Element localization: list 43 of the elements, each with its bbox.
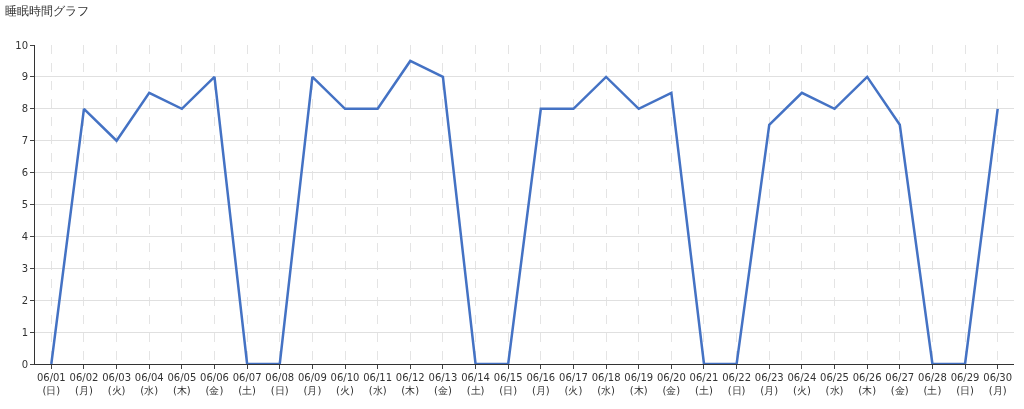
x-tick-label: 06/09 (月) — [297, 372, 327, 396]
x-tick-label: 06/25 (水) — [820, 372, 849, 396]
x-tick-label: 06/05 (木) — [167, 372, 197, 396]
x-tick-label: 06/17 (火) — [559, 372, 588, 396]
x-tick-label: 06/28 (土) — [918, 372, 947, 396]
y-tick-label: 10 — [15, 39, 28, 51]
x-tick-label: 06/20 (金) — [656, 372, 686, 396]
y-tick-label: 0 — [21, 358, 28, 370]
x-tick-label: 06/21 (土) — [689, 372, 719, 396]
x-tick-label: 06/12 (木) — [395, 372, 425, 396]
y-tick-label: 4 — [21, 230, 28, 242]
x-tick-label: 06/02 (月) — [69, 372, 99, 396]
x-tick-label: 06/11 (水) — [363, 372, 393, 396]
x-tick-label: 06/01 (日) — [36, 372, 66, 396]
x-tick-label: 06/06 (金) — [200, 372, 229, 396]
x-tick-label: 06/30 (月) — [983, 372, 1013, 396]
x-tick-label: 06/23 (月) — [754, 372, 784, 396]
x-tick-label: 06/27 (金) — [885, 372, 915, 396]
line-series — [50, 59, 999, 364]
y-tick-label: 6 — [21, 167, 28, 179]
x-tick-label: 06/26 (木) — [852, 372, 882, 396]
y-tick-label: 8 — [21, 103, 28, 115]
x-tick-label: 06/07 (土) — [232, 372, 262, 396]
x-tick-label: 06/10 (火) — [330, 372, 360, 396]
x-tick-label: 06/03 (火) — [102, 372, 131, 396]
chart-title: 睡眠時間グラフ — [5, 3, 90, 18]
x-tick-label: 06/19 (木) — [624, 372, 654, 396]
x-tick-label: 06/29 (日) — [950, 372, 980, 396]
y-tick-label: 1 — [21, 326, 28, 338]
x-tick-label: 06/13 (金) — [428, 372, 458, 396]
x-tick-label: 06/16 (月) — [526, 372, 556, 396]
x-tick-label: 06/24 (火) — [787, 372, 817, 396]
x-tick-label: 06/04 (水) — [134, 372, 164, 396]
x-tick-label: 06/08 (日) — [265, 372, 295, 396]
y-tick-label: 7 — [21, 135, 28, 147]
x-tick-label: 06/14 (土) — [461, 372, 490, 396]
y-tick-label: 5 — [21, 199, 28, 210]
x-tick-label: 06/15 (日) — [493, 372, 523, 396]
y-tick-label: 2 — [21, 294, 28, 306]
y-tick-label: 3 — [21, 262, 28, 274]
x-tick-label: 06/22 (日) — [722, 372, 752, 396]
x-tick-label: 06/18 (水) — [591, 372, 621, 396]
y-tick-label: 9 — [21, 71, 28, 83]
